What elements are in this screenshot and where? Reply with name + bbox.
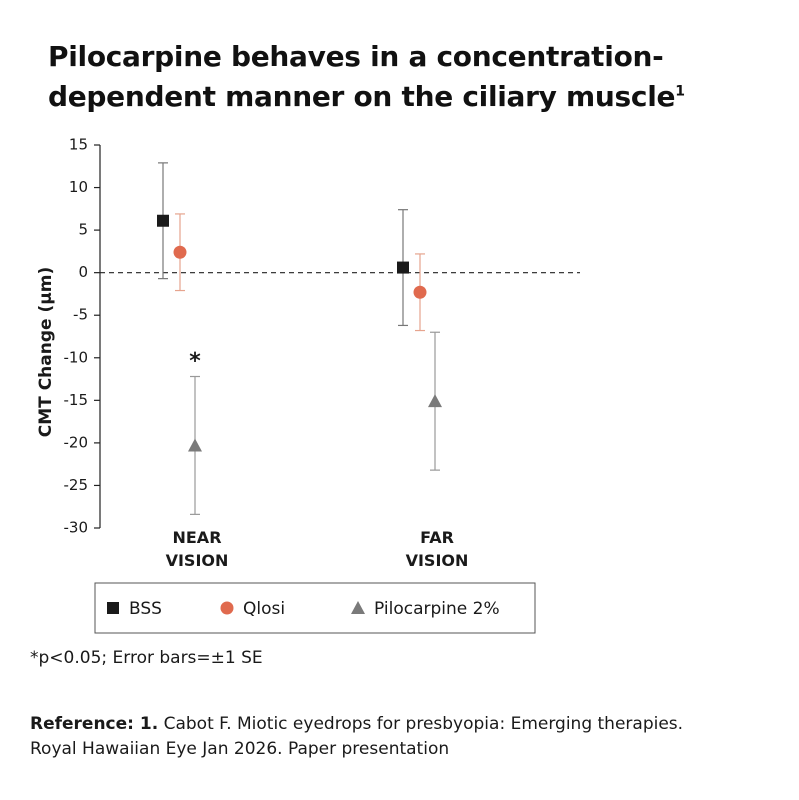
data-point — [428, 394, 442, 408]
x-tick-label: NEAR VISION — [165, 528, 229, 570]
legend-label: Pilocarpine 2% — [374, 599, 500, 619]
y-tick-label: -5 — [73, 306, 88, 324]
reference-text: Cabot F. Miotic eyedrops for presbyopia:… — [30, 714, 684, 759]
legend-box — [94, 582, 536, 634]
x-tick-label: FAR VISION — [405, 528, 469, 570]
y-tick-label: -10 — [64, 348, 89, 366]
data-point — [413, 285, 427, 299]
annotation: * — [189, 349, 201, 374]
y-tick-label: -20 — [64, 433, 89, 451]
title-superscript: 1 — [675, 83, 685, 100]
legend-marker — [220, 601, 234, 615]
data-point — [173, 245, 187, 259]
chart-title: Pilocarpine behaves in a concentration- — [48, 40, 664, 73]
y-tick-label: -15 — [64, 391, 89, 409]
y-tick-label: 15 — [69, 136, 88, 154]
legend-label: Qlosi — [243, 599, 285, 619]
data-point — [188, 438, 202, 452]
y-tick-label: -25 — [64, 476, 89, 494]
reference: Reference: 1. Cabot F. Miotic eyedrops f… — [30, 712, 730, 762]
footnote: *p<0.05; Error bars=±1 SE — [30, 648, 263, 668]
y-tick-label: 0 — [78, 263, 88, 281]
y-tick-label: 10 — [69, 178, 88, 196]
legend-label: BSS — [129, 599, 162, 619]
y-tick-label: 5 — [78, 221, 88, 239]
data-point — [157, 214, 169, 227]
y-tick-label: -30 — [64, 519, 89, 537]
reference-label: Reference: 1. — [30, 714, 159, 734]
data-point — [397, 261, 409, 274]
legend-marker — [351, 601, 365, 614]
chart-title: dependent manner on the ciliary muscle1 — [48, 80, 685, 113]
legend-marker — [107, 602, 119, 614]
y-axis-label: CMT Change (µm) — [36, 267, 56, 437]
title-line: dependent manner on the ciliary muscle — [48, 80, 676, 113]
